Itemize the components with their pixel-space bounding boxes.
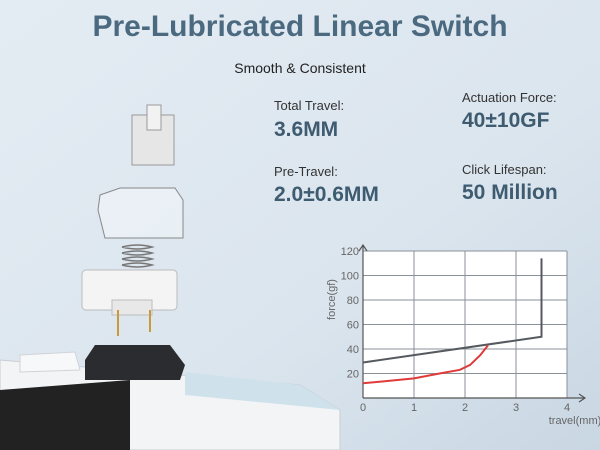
- y-tick-label: 100: [341, 271, 359, 283]
- spec-label: Click Lifespan:: [462, 162, 547, 177]
- spec-value: 50 Million: [462, 181, 558, 204]
- y-tick-label: 40: [347, 344, 359, 356]
- title: Pre-Lubricated Linear Switch: [92, 10, 507, 43]
- line: [362, 344, 489, 385]
- x-tick-label: 2: [462, 402, 468, 414]
- x-axis: [363, 393, 587, 403]
- x-axis-label: travel(mm): [549, 415, 600, 427]
- spec-label: Total Travel:: [274, 98, 344, 113]
- x-tick-label: 0: [360, 402, 366, 414]
- x-tick-label: 3: [513, 402, 519, 414]
- spec-value: 40±10GF: [462, 109, 550, 132]
- subtitle: Smooth & Consistent: [234, 60, 366, 76]
- spec-value: 3.6MM: [274, 118, 338, 141]
- x-tick-label: 1: [411, 402, 417, 414]
- line: [362, 258, 543, 364]
- spec-value: 2.0±0.6MM: [274, 183, 379, 206]
- spec-label: Actuation Force:: [462, 90, 557, 105]
- y-tick-label: 60: [347, 320, 359, 332]
- illustration: [0, 104, 341, 450]
- y-tick-label: 80: [347, 295, 359, 307]
- x-tick-label: 4: [564, 402, 570, 414]
- spec-label: Pre-Travel:: [274, 164, 338, 179]
- y-axis: [358, 243, 368, 398]
- y-tick-label: 20: [347, 369, 359, 381]
- y-axis-label: force(gf): [326, 279, 338, 320]
- y-tick-label: 120: [341, 246, 359, 258]
